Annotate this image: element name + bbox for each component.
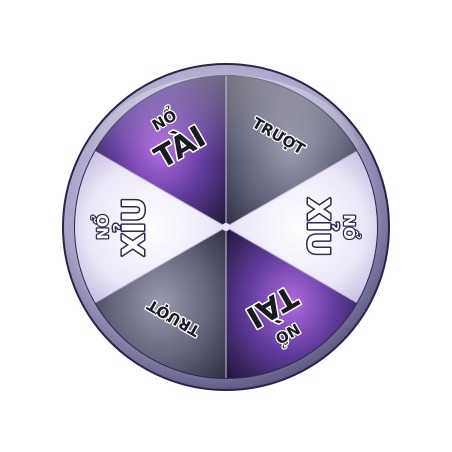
segment-small-label: NỔ <box>340 214 362 239</box>
wheel-segment-truot-bottom-left <box>95 227 226 378</box>
wheel-hub <box>222 223 230 231</box>
wheel-segment-no-tai-bottom <box>226 227 357 378</box>
segment-big-label: XỈU <box>113 198 152 257</box>
segment-small-label: NỔ <box>90 214 112 239</box>
wheel-separator <box>225 150 358 228</box>
wheel-separator <box>225 226 358 304</box>
wheel-separators <box>94 76 358 378</box>
wheel-label-no-xiu-right: XỈU NỔ <box>299 196 364 258</box>
wheel-separator <box>94 150 227 228</box>
segment-big-label: XỈU <box>300 198 339 257</box>
wheel-separator <box>94 226 227 304</box>
